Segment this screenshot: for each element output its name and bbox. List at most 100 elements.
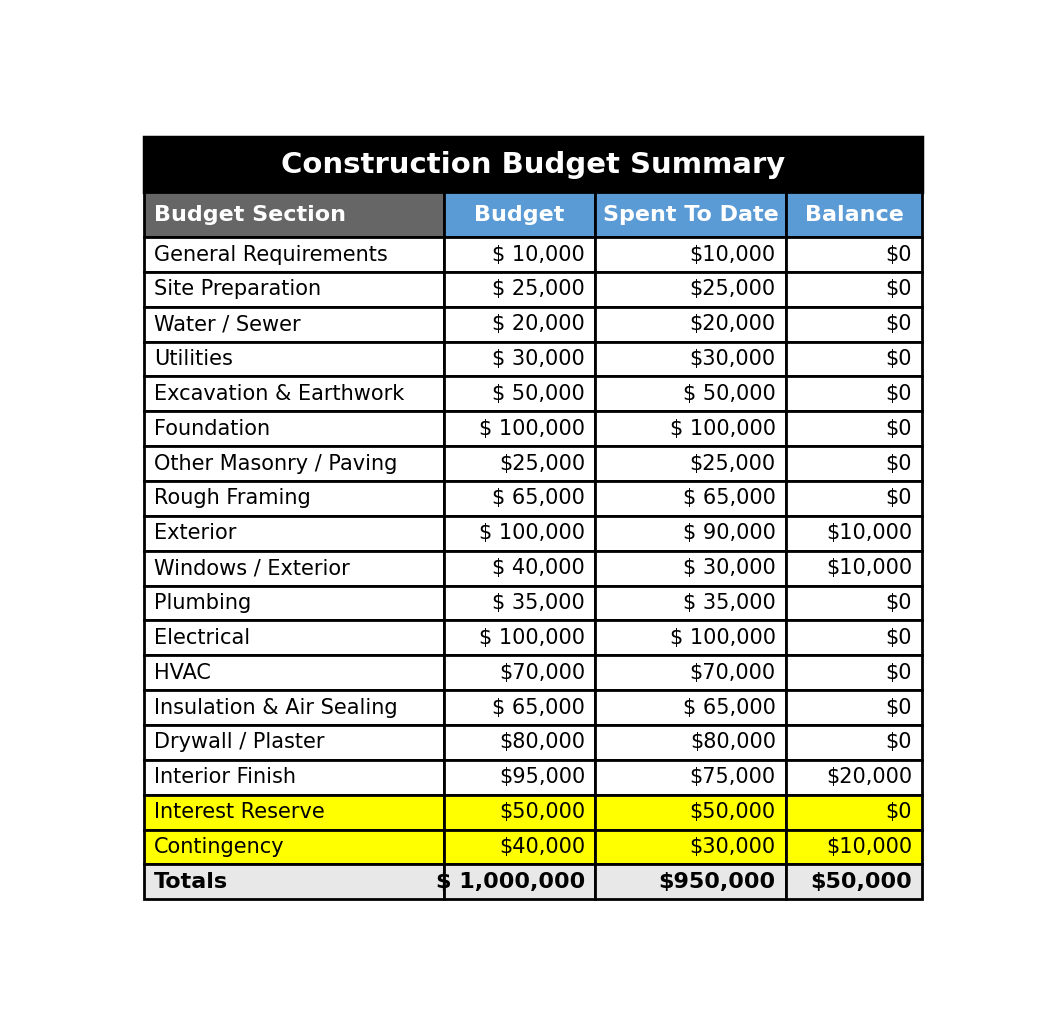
Text: Drywall / Plaster: Drywall / Plaster xyxy=(154,733,324,752)
Bar xyxy=(595,725,786,760)
Bar xyxy=(443,690,595,725)
Text: $75,000: $75,000 xyxy=(690,767,776,787)
Bar xyxy=(144,551,443,586)
Bar xyxy=(595,193,786,237)
Text: Foundation: Foundation xyxy=(154,419,270,439)
Bar xyxy=(786,586,922,621)
Bar xyxy=(144,795,443,830)
Bar xyxy=(595,690,786,725)
Text: $ 50,000: $ 50,000 xyxy=(492,384,586,404)
Bar xyxy=(144,342,443,377)
Bar xyxy=(443,830,595,865)
Bar xyxy=(786,865,922,899)
Bar xyxy=(595,237,786,272)
Bar xyxy=(144,516,443,551)
Bar xyxy=(786,516,922,551)
Text: $50,000: $50,000 xyxy=(499,802,586,822)
Text: $10,000: $10,000 xyxy=(826,558,912,579)
Text: $20,000: $20,000 xyxy=(826,767,912,787)
Bar xyxy=(144,656,443,690)
Bar xyxy=(443,237,595,272)
Bar xyxy=(443,795,595,830)
Text: $0: $0 xyxy=(885,419,912,439)
Text: Insulation & Air Sealing: Insulation & Air Sealing xyxy=(154,698,397,717)
Bar xyxy=(786,446,922,481)
Bar xyxy=(786,830,922,865)
Text: Utilities: Utilities xyxy=(154,349,233,369)
Text: Site Preparation: Site Preparation xyxy=(154,279,321,300)
Text: Balance: Balance xyxy=(805,205,904,225)
Bar xyxy=(595,656,786,690)
Bar xyxy=(595,586,786,621)
Text: $ 30,000: $ 30,000 xyxy=(492,349,586,369)
Bar xyxy=(144,621,443,656)
Bar xyxy=(443,865,595,899)
Text: $ 65,000: $ 65,000 xyxy=(492,488,586,509)
Text: $ 25,000: $ 25,000 xyxy=(492,279,586,300)
Bar xyxy=(595,551,786,586)
Text: $20,000: $20,000 xyxy=(690,314,776,334)
Bar xyxy=(443,516,595,551)
Bar xyxy=(595,795,786,830)
Text: $ 1,000,000: $ 1,000,000 xyxy=(436,872,586,892)
Bar xyxy=(786,377,922,411)
Bar xyxy=(144,586,443,621)
Bar xyxy=(443,446,595,481)
Bar xyxy=(443,551,595,586)
Text: $ 10,000: $ 10,000 xyxy=(492,244,586,265)
Text: $0: $0 xyxy=(885,453,912,474)
Text: $ 100,000: $ 100,000 xyxy=(670,628,776,647)
Text: Water / Sewer: Water / Sewer xyxy=(154,314,301,334)
Bar xyxy=(595,760,786,795)
Bar xyxy=(595,342,786,377)
Bar xyxy=(595,516,786,551)
Text: $50,000: $50,000 xyxy=(690,802,776,822)
Text: $50,000: $50,000 xyxy=(810,872,912,892)
Text: $ 65,000: $ 65,000 xyxy=(683,488,776,509)
Bar xyxy=(144,307,443,342)
Bar xyxy=(595,377,786,411)
Text: Rough Framing: Rough Framing xyxy=(154,488,311,509)
Text: $0: $0 xyxy=(885,593,912,613)
Text: $10,000: $10,000 xyxy=(690,244,776,265)
Text: $30,000: $30,000 xyxy=(690,837,776,857)
Text: $25,000: $25,000 xyxy=(690,453,776,474)
Text: Windows / Exterior: Windows / Exterior xyxy=(154,558,349,579)
Bar xyxy=(443,481,595,516)
Text: Construction Budget Summary: Construction Budget Summary xyxy=(281,151,785,179)
Text: Budget Section: Budget Section xyxy=(154,205,346,225)
Bar xyxy=(786,551,922,586)
Text: $0: $0 xyxy=(885,628,912,647)
Bar xyxy=(786,621,922,656)
Text: $950,000: $950,000 xyxy=(658,872,776,892)
Text: $80,000: $80,000 xyxy=(690,733,776,752)
Bar xyxy=(786,795,922,830)
Text: $ 65,000: $ 65,000 xyxy=(492,698,586,717)
Text: $0: $0 xyxy=(885,663,912,682)
Text: $ 20,000: $ 20,000 xyxy=(492,314,586,334)
Bar xyxy=(144,137,922,193)
Bar xyxy=(595,830,786,865)
Bar xyxy=(144,481,443,516)
Text: $10,000: $10,000 xyxy=(826,837,912,857)
Text: $40,000: $40,000 xyxy=(499,837,586,857)
Bar xyxy=(595,411,786,446)
Bar xyxy=(786,342,922,377)
Text: $10,000: $10,000 xyxy=(826,523,912,544)
Bar xyxy=(443,621,595,656)
Text: $0: $0 xyxy=(885,733,912,752)
Text: $70,000: $70,000 xyxy=(499,663,586,682)
Bar xyxy=(443,656,595,690)
Text: Budget: Budget xyxy=(474,205,565,225)
Bar xyxy=(144,446,443,481)
Text: Totals: Totals xyxy=(154,872,228,892)
Text: HVAC: HVAC xyxy=(154,663,211,682)
Text: $70,000: $70,000 xyxy=(690,663,776,682)
Text: $0: $0 xyxy=(885,698,912,717)
Text: Interior Finish: Interior Finish xyxy=(154,767,296,787)
Text: $0: $0 xyxy=(885,279,912,300)
Text: Other Masonry / Paving: Other Masonry / Paving xyxy=(154,453,397,474)
Bar xyxy=(443,411,595,446)
Bar xyxy=(595,307,786,342)
Text: Excavation & Earthwork: Excavation & Earthwork xyxy=(154,384,405,404)
